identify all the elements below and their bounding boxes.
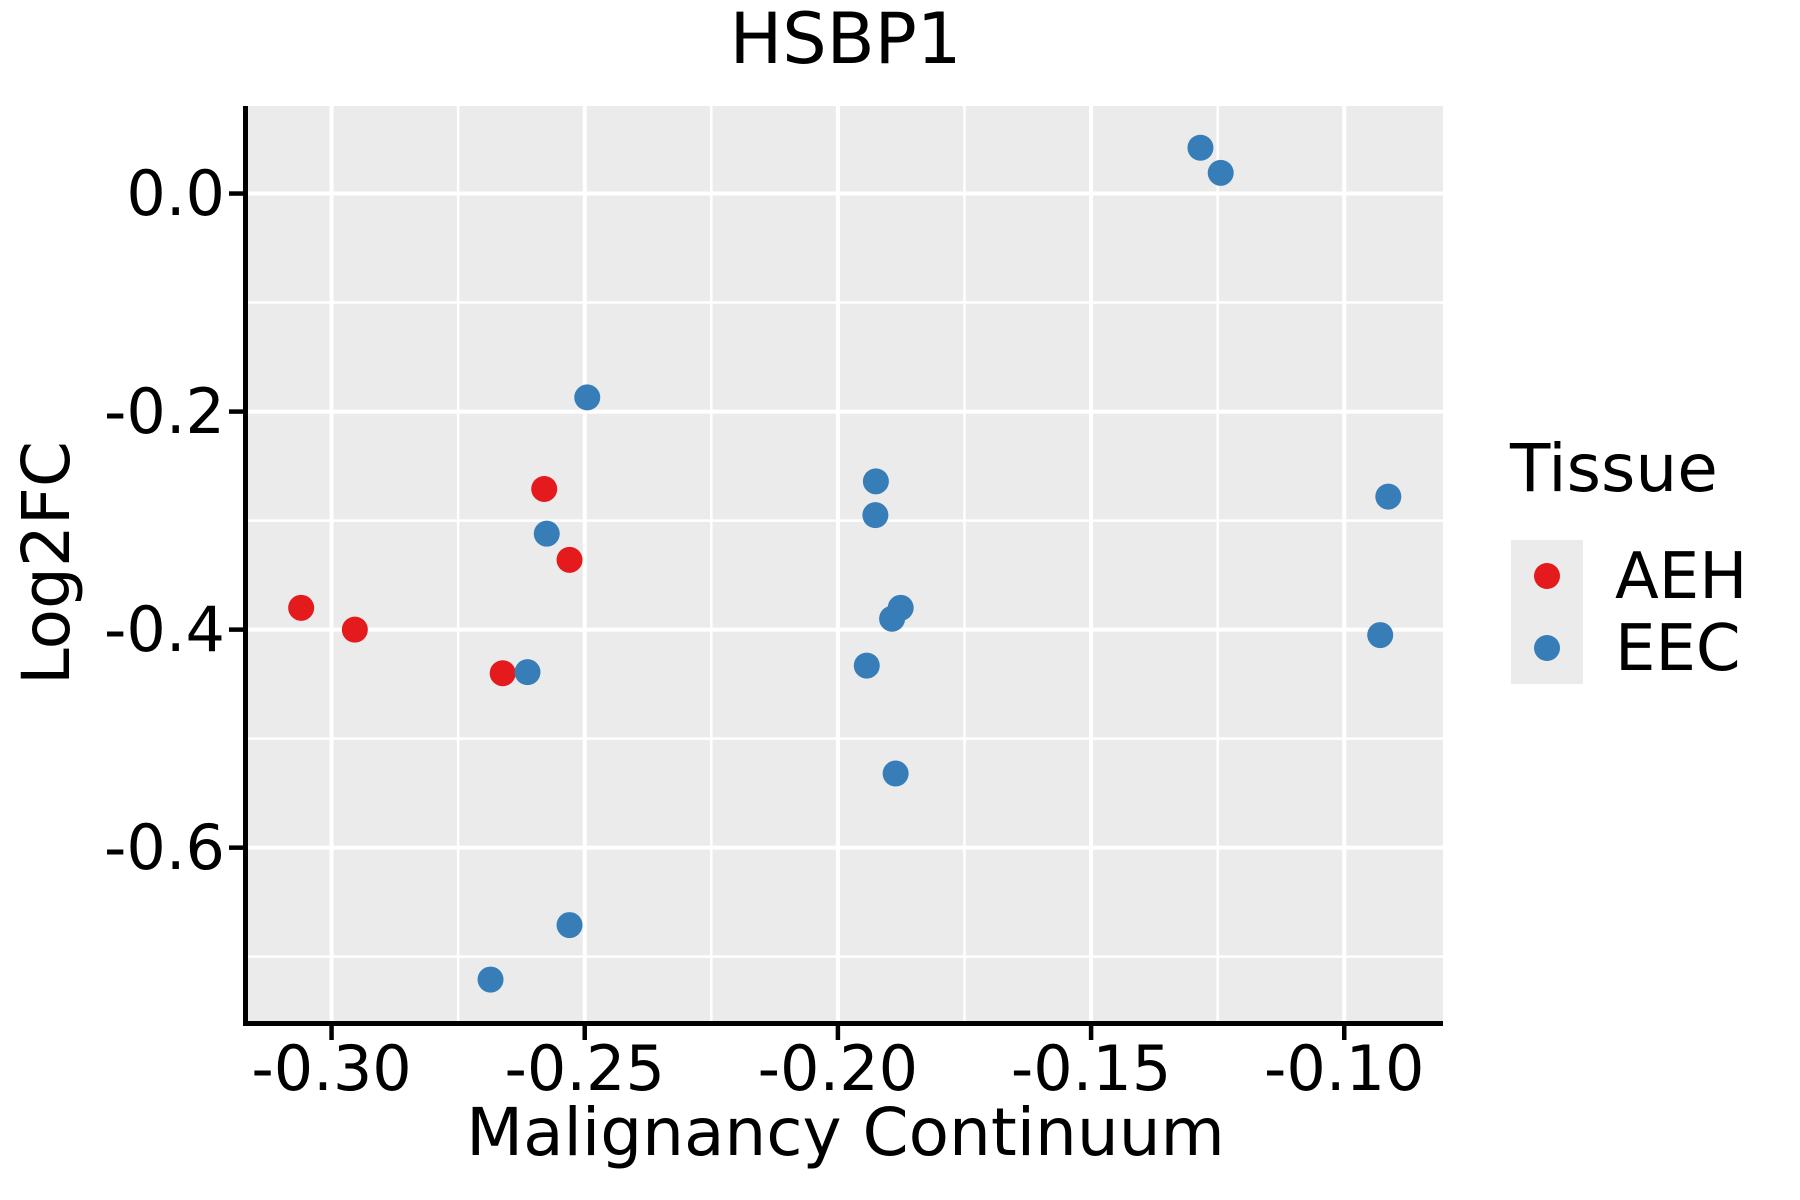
x-tick-label: -0.30: [251, 1032, 412, 1105]
data-point-aeh: [556, 546, 583, 573]
x-tick-label: -0.25: [504, 1032, 665, 1105]
data-point-eec: [533, 520, 560, 547]
data-point-eec: [477, 966, 504, 993]
x-tick-label: -0.20: [757, 1032, 919, 1105]
legend-title: Tissue: [1510, 430, 1718, 507]
x-tick-label: -0.10: [1264, 1032, 1425, 1105]
data-point-eec: [574, 384, 601, 411]
data-point-eec: [1375, 483, 1402, 510]
y-tick-label: -0.2: [104, 374, 225, 448]
y-tick-label: 0.0: [126, 156, 225, 230]
data-point-eec: [556, 912, 583, 939]
data-point-eec: [853, 652, 880, 679]
legend-key-aeh: [1511, 540, 1583, 612]
data-point-eec: [862, 502, 889, 529]
legend-label-eec: EEC: [1615, 612, 1741, 686]
legend-label-aeh: AEH: [1615, 540, 1748, 614]
data-point-aeh: [531, 475, 558, 502]
legend-key-eec: [1511, 612, 1583, 684]
data-point-eec: [879, 605, 906, 632]
eec-marker-icon: [1534, 635, 1560, 661]
data-point-eec: [1187, 134, 1214, 161]
x-axis-label: Malignancy Continuum: [466, 1094, 1225, 1171]
y-tick-label: -0.6: [104, 810, 225, 884]
data-point-eec: [514, 659, 541, 686]
y-tick-label: -0.4: [104, 592, 225, 666]
aeh-marker-icon: [1534, 563, 1560, 589]
data-point-aeh: [288, 594, 315, 621]
data-point-eec: [1367, 622, 1394, 649]
data-point-eec: [1207, 159, 1234, 186]
data-point-eec: [882, 760, 909, 787]
data-point-eec: [862, 468, 889, 495]
panel-background: [248, 106, 1443, 1021]
x-tick-label: -0.15: [1010, 1032, 1172, 1105]
data-point-aeh: [489, 660, 516, 687]
data-point-aeh: [341, 616, 368, 643]
chart-title: HSBP1: [729, 0, 962, 80]
